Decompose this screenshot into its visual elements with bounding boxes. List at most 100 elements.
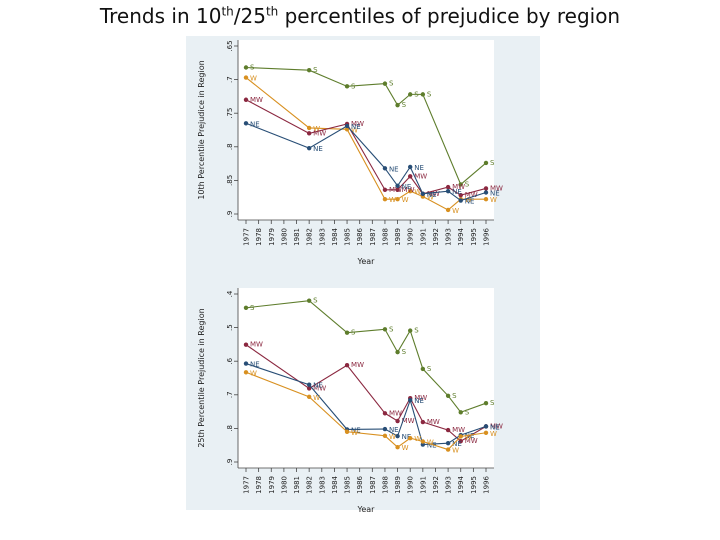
y-axis-title: 25th Percentile Prejudice in Region bbox=[197, 308, 206, 447]
x-tick-label: 1984 bbox=[331, 227, 339, 245]
point-label-w: W bbox=[427, 439, 434, 447]
point-label-w: W bbox=[465, 433, 472, 441]
data-point-ne bbox=[344, 123, 350, 129]
data-point-s bbox=[306, 67, 312, 73]
x-tick-label: 1979 bbox=[268, 228, 276, 246]
title-sup-1: th bbox=[221, 4, 234, 19]
point-label-w: W bbox=[414, 188, 421, 196]
x-axis-title: Year bbox=[357, 505, 376, 514]
data-point-ne bbox=[408, 164, 413, 170]
x-tick-label: 1987 bbox=[369, 228, 377, 246]
x-tick-label: 1985 bbox=[344, 228, 352, 246]
x-tick-label: 1985 bbox=[344, 476, 352, 494]
point-label-w: W bbox=[490, 430, 497, 438]
x-tick-label: 1981 bbox=[293, 476, 301, 494]
x-tick-label: 1993 bbox=[445, 228, 453, 246]
data-point-mw bbox=[458, 192, 463, 198]
series-line-ne bbox=[245, 122, 487, 202]
data-point-w bbox=[445, 447, 451, 452]
data-point-ne bbox=[483, 190, 489, 195]
x-tick-label: 1987 bbox=[369, 476, 377, 494]
data-point-w bbox=[306, 125, 312, 131]
data-point-ne bbox=[243, 361, 249, 366]
series-line-mw bbox=[245, 344, 487, 442]
point-label-ne: NE bbox=[414, 164, 424, 172]
point-label-ne: NE bbox=[452, 188, 462, 196]
y-tick-label: .5 bbox=[226, 324, 234, 331]
point-label-ne: NE bbox=[313, 382, 323, 390]
data-point-ne bbox=[306, 382, 312, 387]
point-label-ne: NE bbox=[389, 165, 399, 173]
data-point-w bbox=[483, 197, 489, 202]
chart-25th-percentile: .4 .5 .6 .7 .8 .9 25th Percentile Prejudice in… bbox=[197, 288, 503, 514]
point-label-ne: NE bbox=[402, 183, 412, 191]
x-tick-label: 1991 bbox=[419, 476, 427, 494]
data-point-mw bbox=[243, 97, 249, 102]
data-point-ne bbox=[483, 424, 489, 429]
title-mid: /25 bbox=[233, 4, 266, 28]
series-line-ne bbox=[245, 363, 487, 446]
slide-title: Trends in 10th/25th percentiles of preju… bbox=[0, 4, 720, 28]
point-label-ne: NE bbox=[313, 145, 323, 153]
data-point-ne bbox=[445, 440, 451, 446]
point-label-mw: MW bbox=[427, 190, 440, 198]
x-tick-label: 1996 bbox=[483, 227, 491, 245]
x-tick-label: 1988 bbox=[381, 228, 389, 246]
data-point-ne bbox=[306, 145, 312, 151]
x-tick-label: 1992 bbox=[432, 228, 440, 246]
data-point-ne bbox=[382, 166, 388, 171]
data-point-s bbox=[344, 330, 350, 335]
point-label-mw: MW bbox=[465, 437, 478, 445]
point-label-mw: MW bbox=[452, 183, 465, 191]
data-point-s bbox=[408, 328, 413, 333]
point-label-ne: NE bbox=[465, 432, 475, 440]
y-tick-label: .75 bbox=[226, 108, 234, 119]
y-tick-label: .85 bbox=[226, 175, 234, 186]
point-label-s: S bbox=[250, 304, 255, 312]
point-label-w: W bbox=[313, 394, 320, 402]
x-tick-label: 1994 bbox=[457, 227, 465, 245]
data-point-ne bbox=[445, 188, 451, 194]
y-tick-label: .9 bbox=[226, 459, 234, 466]
data-point-mw bbox=[458, 438, 463, 444]
x-tick-label: 1988 bbox=[381, 476, 389, 494]
point-label-w: W bbox=[414, 435, 421, 443]
x-tick-label: 1986 bbox=[356, 227, 364, 245]
x-tick-label: 1996 bbox=[483, 475, 491, 493]
point-label-mw: MW bbox=[351, 361, 364, 369]
plot-area bbox=[238, 40, 494, 220]
y-tick-label: .4 bbox=[226, 290, 234, 297]
point-label-ne: NE bbox=[414, 397, 424, 405]
point-label-ne: NE bbox=[389, 426, 399, 434]
x-tick-label: 1990 bbox=[407, 228, 415, 246]
data-point-w bbox=[344, 429, 350, 434]
data-point-s bbox=[483, 160, 489, 166]
data-point-mw bbox=[408, 174, 413, 179]
point-label-mw: MW bbox=[313, 129, 326, 137]
x-tick-label: 1989 bbox=[394, 228, 402, 246]
point-label-w: W bbox=[402, 196, 409, 204]
y-tick-label: .7 bbox=[226, 76, 234, 83]
data-point-w bbox=[306, 394, 312, 400]
point-label-mw: MW bbox=[490, 422, 503, 430]
point-label-s: S bbox=[414, 90, 419, 98]
x-tick-label: 1979 bbox=[268, 476, 276, 494]
data-point-ne bbox=[395, 183, 400, 188]
x-tick-label: 1977 bbox=[243, 476, 251, 494]
point-label-mw: MW bbox=[414, 394, 427, 402]
point-label-ne: NE bbox=[490, 189, 500, 197]
data-point-w bbox=[395, 445, 400, 450]
x-tick-label: 1989 bbox=[394, 476, 402, 494]
y-tick-label: .8 bbox=[226, 425, 234, 432]
point-label-w: W bbox=[490, 196, 497, 204]
point-label-mw: MW bbox=[351, 120, 364, 128]
series-line-mw bbox=[245, 99, 487, 196]
point-label-s: S bbox=[313, 297, 318, 305]
data-point-mw bbox=[445, 427, 451, 433]
data-point-ne bbox=[243, 121, 249, 126]
chart-10th-percentile: .65 .7 .75 .8 .85 .9 10th Percentile Prejudice… bbox=[197, 40, 503, 266]
data-point-s bbox=[382, 81, 388, 86]
data-point-w bbox=[458, 434, 463, 439]
data-point-s bbox=[420, 92, 426, 97]
point-label-w: W bbox=[402, 444, 409, 452]
